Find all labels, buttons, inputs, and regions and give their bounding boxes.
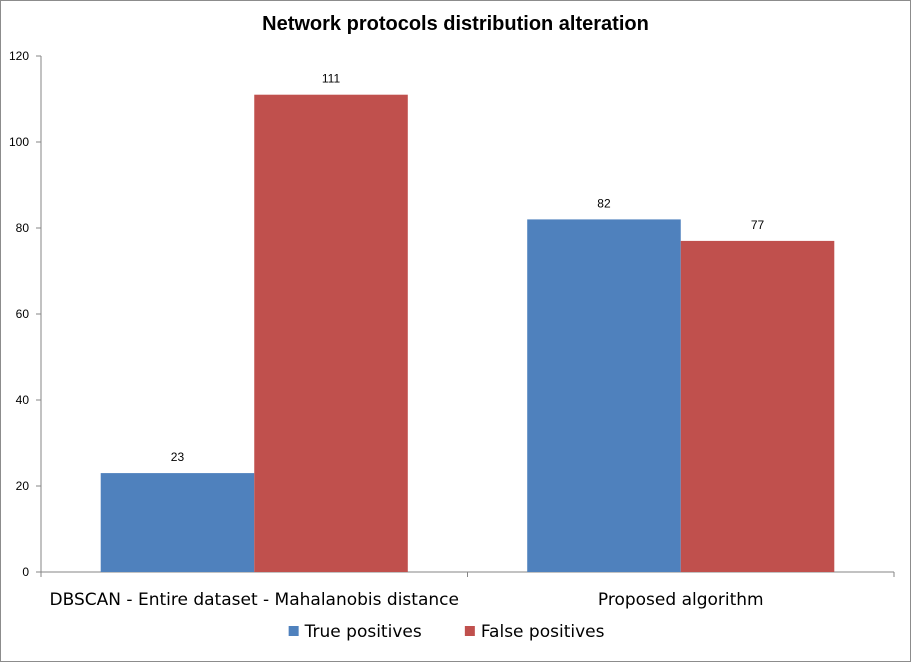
y-tick-label: 60 — [16, 307, 30, 321]
bar-true-positives — [527, 219, 681, 572]
bar-true-positives — [100, 473, 255, 572]
y-tick-label: 80 — [16, 221, 30, 235]
legend-swatch — [464, 626, 475, 636]
legend-label: True positives — [304, 622, 422, 642]
x-category-label: Proposed algorithm — [598, 590, 764, 610]
legend-label: False positives — [481, 622, 605, 642]
legend-swatch — [288, 626, 299, 636]
x-category-label: DBSCAN - Entire dataset - Mahalanobis di… — [50, 590, 459, 610]
y-tick-label: 120 — [9, 49, 29, 63]
data-label: 23 — [171, 450, 185, 464]
bar-false-positives — [254, 94, 408, 572]
chart-title: Network protocols distribution alteratio… — [262, 13, 649, 35]
data-label: 111 — [322, 72, 341, 86]
y-tick-label: 0 — [22, 565, 29, 579]
data-label: 77 — [751, 218, 765, 232]
y-tick-label: 20 — [16, 479, 30, 493]
y-tick-label: 40 — [16, 393, 30, 407]
bar-false-positives — [680, 240, 835, 572]
data-label: 82 — [597, 196, 611, 210]
y-tick-label: 100 — [9, 135, 29, 149]
